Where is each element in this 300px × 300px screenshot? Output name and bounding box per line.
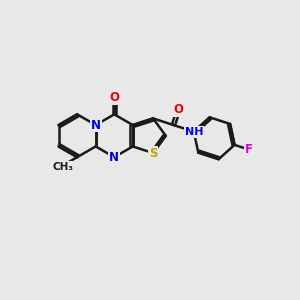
Text: N: N <box>109 151 119 164</box>
Text: N: N <box>91 118 101 131</box>
Text: F: F <box>245 143 253 156</box>
Text: O: O <box>109 92 119 104</box>
Text: O: O <box>173 103 184 116</box>
Text: CH₃: CH₃ <box>52 162 74 172</box>
Text: NH: NH <box>184 127 203 136</box>
Text: S: S <box>149 146 158 160</box>
